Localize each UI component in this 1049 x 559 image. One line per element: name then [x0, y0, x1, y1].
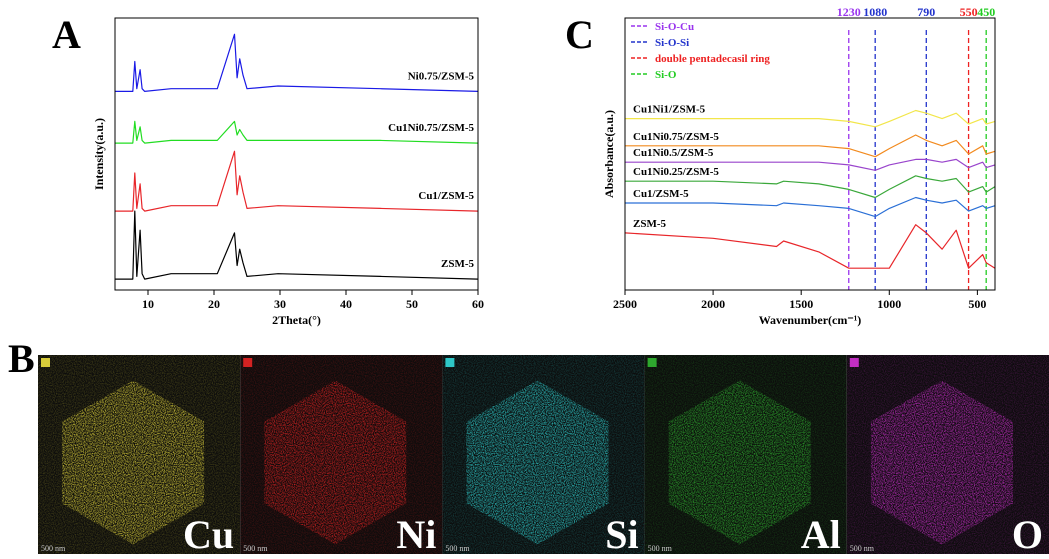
map-crystal: [62, 380, 205, 545]
x-tick-label: 60: [472, 297, 484, 311]
element-label: O: [1012, 512, 1043, 554]
spectrum: [625, 196, 996, 218]
series-label: Cu1/ZSM-5: [418, 190, 474, 202]
series-label: ZSM-5: [633, 218, 667, 230]
map-crystal: [870, 380, 1013, 545]
map-crystal: [264, 380, 407, 545]
element-badge: [243, 358, 253, 367]
reference-label: 450: [977, 5, 995, 19]
scale-label: 500 nm: [648, 544, 673, 553]
panel-letter: B: [8, 336, 35, 381]
spectrum: [115, 150, 479, 212]
reference-label: 790: [917, 5, 935, 19]
map-crystal: [466, 380, 609, 545]
element-badge: [445, 358, 455, 367]
series-label: Cu1Ni1/ZSM-5: [633, 104, 706, 116]
y-axis-label: Intensity(a.u.): [92, 118, 106, 190]
plot-frame: [114, 17, 479, 291]
spectrum: [115, 33, 479, 92]
element-badge: [647, 358, 657, 367]
x-tick-label: 40: [340, 297, 352, 311]
plot-frame: [624, 17, 996, 291]
spectrum: [115, 120, 479, 144]
series-label: Cu1Ni0.25/ZSM-5: [633, 166, 719, 178]
spectrum: [625, 109, 996, 128]
x-tick-label: 2500: [613, 297, 637, 311]
x-axis-label: Wavenumber(cm⁻¹): [759, 313, 862, 327]
element-label: Ni: [396, 512, 436, 554]
element-label: Al: [801, 512, 841, 554]
x-tick-label: 10: [142, 297, 154, 311]
spectrum: [115, 210, 479, 280]
legend-label: double pentadecasil ring: [655, 53, 770, 65]
scale-label: 500 nm: [243, 544, 268, 553]
scale-label: 500 nm: [41, 544, 66, 553]
series-label: Cu1Ni0.5/ZSM-5: [633, 147, 714, 159]
element-badge: [849, 358, 859, 367]
x-tick-label: 50: [406, 297, 418, 311]
reference-label: 550: [960, 5, 978, 19]
reference-label: 1080: [863, 5, 887, 19]
series-label: Cu1/ZSM-5: [633, 188, 689, 200]
x-tick-label: 2000: [701, 297, 725, 311]
y-axis-label: Absorbance(a.u.): [602, 110, 616, 198]
x-axis-label: 2Theta(°): [272, 313, 321, 327]
legend-label: Si-O-Si: [655, 37, 689, 49]
map-crystal: [668, 380, 811, 545]
x-tick-label: 30: [274, 297, 286, 311]
reference-label: 1230: [837, 5, 861, 19]
x-tick-label: 1500: [789, 297, 813, 311]
x-tick-label: 1000: [877, 297, 901, 311]
element-label: Si: [605, 512, 638, 554]
panel-letter: C: [565, 12, 594, 57]
spectrum: [624, 224, 996, 269]
series-label: ZSM-5: [441, 258, 475, 270]
scale-label: 500 nm: [850, 544, 875, 553]
spectrum: [625, 158, 996, 171]
legend-label: Si-O: [655, 69, 677, 81]
spectrum: [625, 175, 996, 199]
series-label: Ni0.75/ZSM-5: [408, 70, 475, 82]
x-tick-label: 500: [968, 297, 986, 311]
x-tick-label: 20: [208, 297, 220, 311]
series-label: Cu1Ni0.75/ZSM-5: [633, 131, 719, 143]
element-label: Cu: [183, 512, 234, 554]
panel-letter: A: [52, 12, 81, 57]
element-badge: [41, 358, 50, 367]
scale-label: 500 nm: [445, 544, 470, 553]
legend-label: Si-O-Cu: [655, 21, 694, 33]
spectrum: [625, 134, 996, 158]
series-label: Cu1Ni0.75/ZSM-5: [388, 122, 474, 134]
